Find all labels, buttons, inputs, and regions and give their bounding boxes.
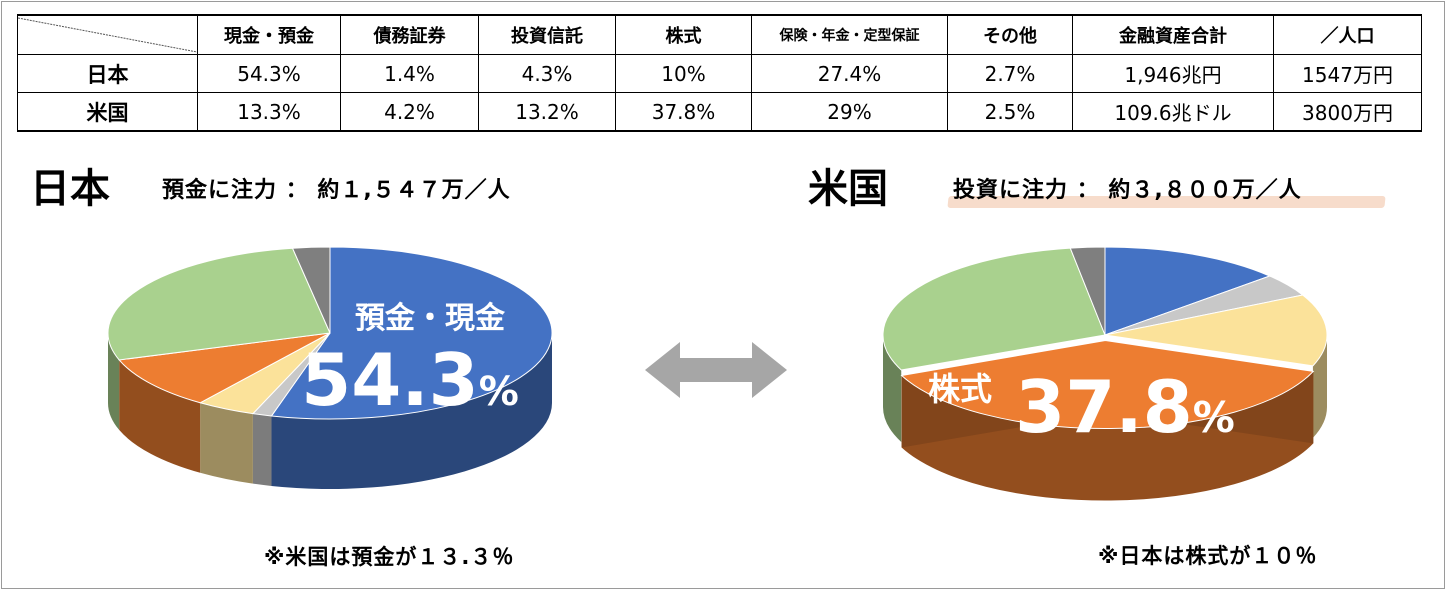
pie-slice (1104, 294, 1328, 367)
table-row: 米国 13.3% 4.2% 13.2% 37.8% 29% 2.5% 109.6… (17, 92, 1422, 132)
table-cell: 4.2% (340, 92, 479, 132)
corner-diagonal (18, 17, 197, 53)
table-cell: 13.3% (197, 92, 341, 132)
pie-slice-side (252, 413, 272, 486)
table-cell: 4.3% (478, 54, 616, 93)
pie-slice-side (1312, 335, 1327, 438)
row-label: 米国 (17, 92, 198, 132)
table-header: 保険・年金・定型保証 (751, 14, 948, 55)
pie-slice (107, 247, 331, 361)
table-corner-cell (17, 14, 198, 55)
table-header: 金融資産合計 (1072, 14, 1274, 55)
table-header-row: 現金・預金 債務証券 投資信託 株式 保険・年金・定型保証 その他 金融資産合計… (17, 14, 1422, 55)
pie-slice-side (200, 402, 253, 484)
usa-subtitle: 投資に注力 ： 約３,８００万／人 (953, 178, 1302, 203)
table-cell: 54.3% (197, 54, 341, 93)
table-header: 株式 (615, 14, 752, 55)
usa-pie (882, 246, 1328, 501)
table-row: 日本 54.3% 1.4% 4.3% 10% 27.4% 2.7% 1,946兆… (17, 54, 1422, 93)
table-cell: 27.4% (751, 54, 948, 93)
pie-slice-side (901, 371, 1314, 501)
table-cell: 2.7% (947, 54, 1073, 93)
table-cell: 29% (751, 92, 948, 132)
row-label: 日本 (17, 54, 198, 93)
pie-slice (1104, 246, 1272, 336)
pie-slice-side (883, 335, 902, 442)
usa-callout-value: 37.8% (1015, 365, 1235, 449)
table-cell: 10% (615, 54, 752, 93)
usa-note: ※日本は株式が１０％ (1098, 544, 1318, 568)
japan-callout-label: 預金・現金 (355, 301, 506, 336)
japan-pie (107, 246, 553, 489)
japan-subtitle: 預金に注力 ： 約１,５４７万／人 (162, 178, 511, 203)
double-arrow-icon (645, 342, 787, 398)
table-cell: 109.6兆ドル (1072, 92, 1274, 132)
usa-callout-label: 株式 (928, 370, 992, 408)
table-header: 現金・預金 (197, 14, 341, 55)
pie-slice (118, 332, 331, 404)
japan-note: ※米国は預金が１３.３％ (264, 545, 515, 569)
pie-slice-side (119, 359, 201, 473)
japan-title: 日本 (30, 166, 110, 212)
table-cell: 1.4% (340, 54, 479, 93)
pie-slice-side (271, 333, 552, 489)
table-header: ／人口 (1273, 14, 1422, 55)
pie-slice (291, 246, 331, 334)
table-cell: 1,946兆円 (1072, 54, 1274, 93)
pie-slice (270, 246, 553, 420)
japan-callout-value: 54.3% (301, 338, 519, 422)
table-cell: 3800万円 (1273, 92, 1422, 132)
table-cell: 2.5% (947, 92, 1073, 132)
table-cell: 1547万円 (1273, 54, 1422, 93)
table-cell: 37.8% (615, 92, 752, 132)
pie-slice (882, 247, 1106, 371)
usa-title: 米国 (808, 166, 888, 212)
summary-table: 現金・預金 債務証券 投資信託 株式 保険・年金・定型保証 その他 金融資産合計… (17, 14, 1422, 132)
table-header: 投資信託 (478, 14, 616, 55)
pie-slice (900, 340, 1315, 430)
pie-slice (1069, 246, 1106, 336)
